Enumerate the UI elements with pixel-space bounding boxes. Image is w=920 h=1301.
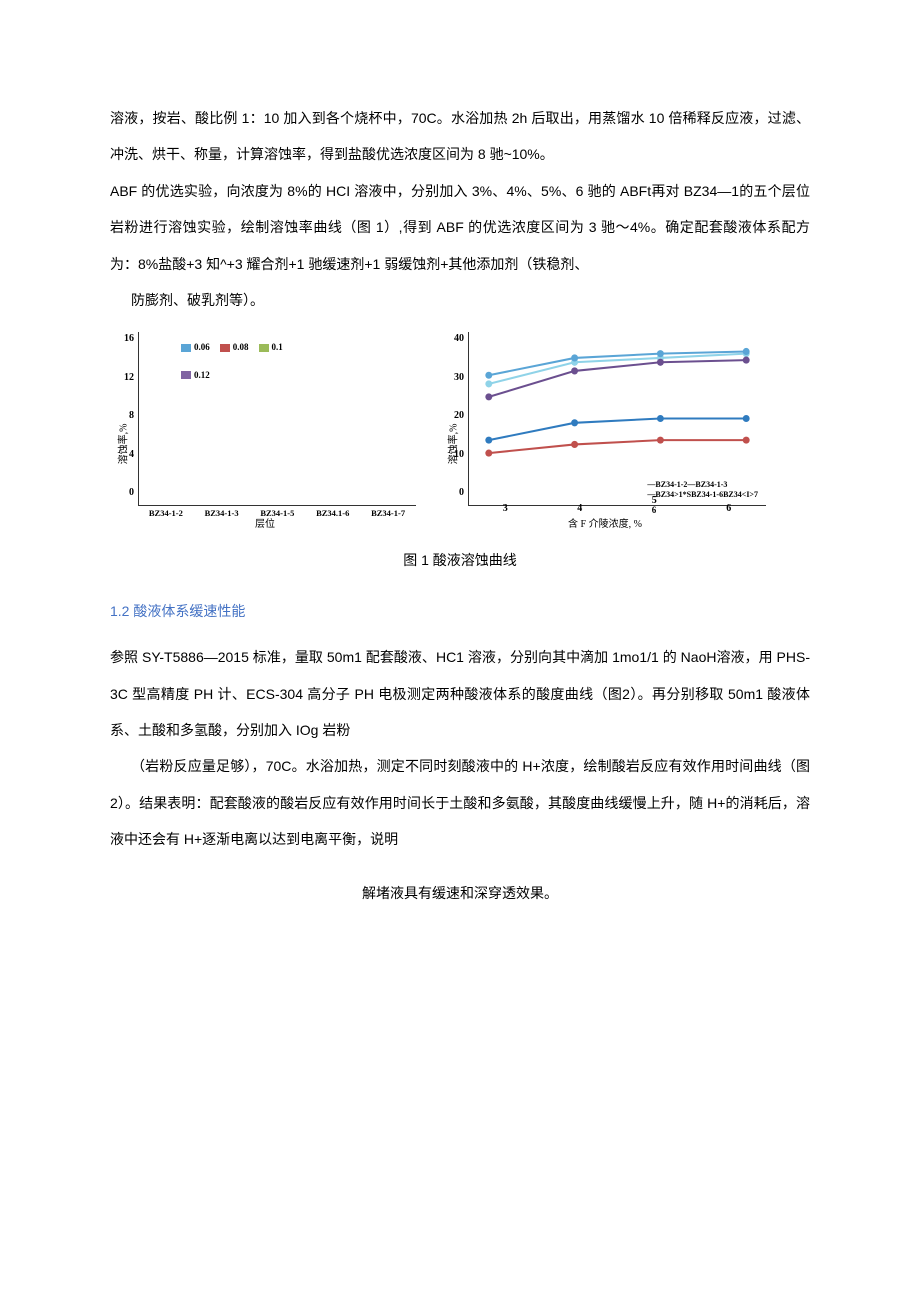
line-marker xyxy=(657,437,664,444)
line-y-axis: 403020100 xyxy=(440,326,464,506)
line-marker xyxy=(743,415,750,422)
line-marker xyxy=(571,441,578,448)
line-marker xyxy=(743,437,750,444)
line-series xyxy=(489,360,746,397)
line-marker xyxy=(571,420,578,427)
document-page: 溶液，按岩、酸比例 1：10 加入到各个烧杯中，70C。水浴加热 2h 后取出，… xyxy=(0,0,920,992)
paragraph-5: （岩粉反应量足够），70C。水浴加热，测定不同时刻酸液中的 H+浓度，绘制酸岩反… xyxy=(110,748,810,857)
line-y-tick: 30 xyxy=(454,365,464,391)
line-y-tick: 40 xyxy=(454,326,464,352)
line-y-label: 溶蚀率,% xyxy=(441,424,467,465)
line-series xyxy=(489,419,746,441)
line-marker xyxy=(657,350,664,357)
line-series xyxy=(489,354,746,384)
line-plot-area: —BZ34-1-2—BZ34-1-3—BZ34>1*SBZ34-1-6BZ34<… xyxy=(468,332,766,506)
paragraph-6: 解堵液具有缓速和深穿透效果。 xyxy=(110,875,810,911)
line-marker xyxy=(571,355,578,362)
line-marker xyxy=(485,394,492,401)
line-marker xyxy=(571,368,578,375)
bar-y-label: 溶蚀率,% xyxy=(111,424,137,465)
line-marker xyxy=(743,348,750,355)
bar-y-tick: 12 xyxy=(124,365,134,391)
bar-plot-area: 0.060.080.10.12 xyxy=(138,332,416,506)
bar-chart: 1612840 溶蚀率,% 0.060.080.10.12 BZ34-1-2BZ… xyxy=(110,326,420,536)
bar-x-label: 层位 xyxy=(110,512,420,538)
line-chart: 403020100 溶蚀率,% —BZ34-1-2—BZ34-1-3—BZ34>… xyxy=(440,326,770,536)
line-marker xyxy=(485,437,492,444)
bar-y-tick: 0 xyxy=(129,480,134,506)
line-marker xyxy=(657,359,664,366)
paragraph-4: 参照 SY-T5886—2015 标准，量取 50m1 配套酸液、HC1 溶液，… xyxy=(110,639,810,748)
line-marker xyxy=(485,372,492,379)
figure-1-caption: 图 1 酸液溶蚀曲线 xyxy=(110,542,810,578)
paragraph-1: 溶液，按岩、酸比例 1：10 加入到各个烧杯中，70C。水浴加热 2h 后取出，… xyxy=(110,100,810,173)
line-x-label: 含 F 介陵浓度, % xyxy=(440,512,770,538)
line-marker xyxy=(657,415,664,422)
bar-y-tick: 16 xyxy=(124,326,134,352)
section-heading-1-2: 1.2 酸液体系缓速性能 xyxy=(110,593,810,629)
line-marker xyxy=(485,381,492,388)
bar-groups xyxy=(139,332,416,505)
line-series xyxy=(489,440,746,453)
paragraph-3: 防膨剂、破乳剂等）。 xyxy=(110,282,810,318)
paragraph-2: ABF 的优选实验，向浓度为 8%的 HCI 溶液中，分别加入 3%、4%、5%… xyxy=(110,173,810,282)
bar-y-axis: 1612840 xyxy=(110,326,134,506)
figure-1-row: 1612840 溶蚀率,% 0.060.080.10.12 BZ34-1-2BZ… xyxy=(110,326,810,536)
line-marker xyxy=(485,450,492,457)
line-y-tick: 0 xyxy=(459,480,464,506)
line-marker xyxy=(743,357,750,364)
line-legend-row: —BZ34-1-2—BZ34-1-3 xyxy=(647,480,758,490)
